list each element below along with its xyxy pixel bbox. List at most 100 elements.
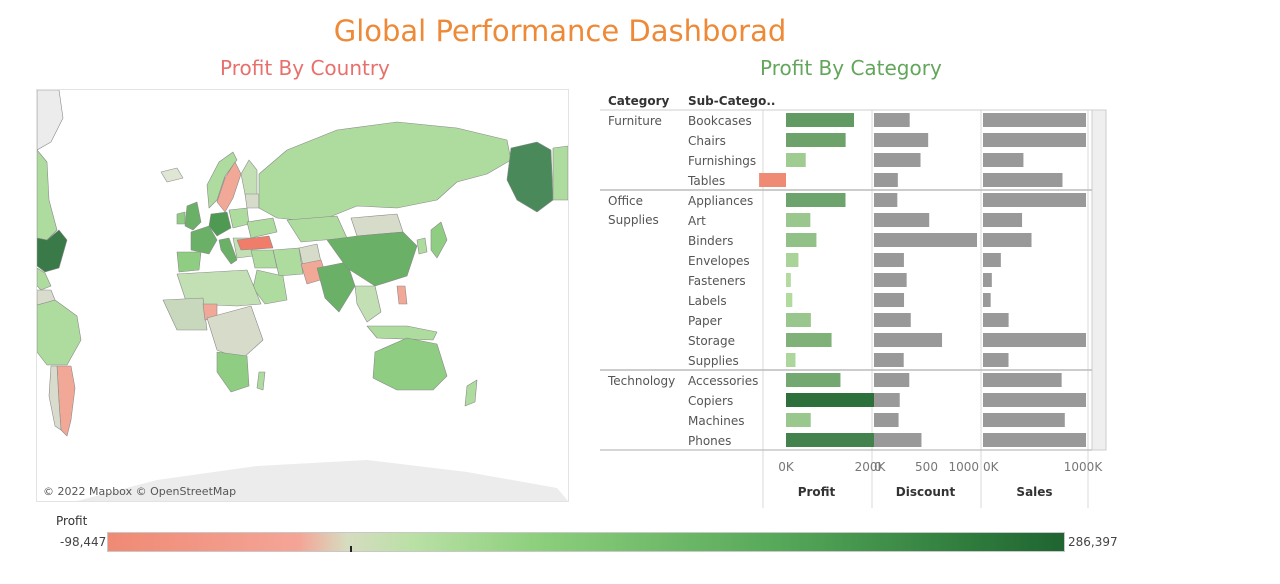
sales-bar	[983, 253, 1001, 267]
subcategory-label: Bookcases	[688, 114, 752, 128]
country-baltics	[244, 193, 260, 209]
country-west-africa	[162, 297, 208, 331]
sales-bar	[983, 233, 1032, 247]
sales-bar	[983, 413, 1065, 427]
subcategory-label: Storage	[688, 334, 735, 348]
country-saudi-arabia	[252, 269, 288, 305]
discount-bar	[874, 333, 943, 347]
subcategory-label: Accessories	[688, 374, 758, 388]
discount-bar	[874, 213, 930, 227]
country-turkey	[236, 235, 274, 251]
legend-zero-marker	[350, 546, 352, 552]
subcategory-label: Phones	[688, 434, 731, 448]
profit-bar	[786, 373, 841, 387]
profit-bar	[786, 333, 832, 347]
country-new-zealand	[464, 379, 478, 407]
category-label: Office	[608, 194, 643, 208]
region-antarctica	[77, 460, 568, 501]
subcategory-label: Paper	[688, 314, 722, 328]
profit-bar	[786, 233, 817, 247]
country-russia	[258, 121, 512, 221]
profit-bar	[786, 413, 811, 427]
subcategory-label: Binders	[688, 234, 733, 248]
sales-bar	[983, 113, 1086, 127]
discount-bar	[874, 273, 907, 287]
discount-bar	[874, 173, 898, 187]
discount-bar	[874, 393, 900, 407]
discount-bar	[874, 253, 904, 267]
profit-by-country-map[interactable]: © 2022 Mapbox © OpenStreetMap	[36, 89, 569, 502]
country-philippines	[396, 285, 408, 305]
country-southeast-asia	[354, 285, 382, 323]
sales-bar	[983, 393, 1086, 407]
sales-bar	[983, 333, 1086, 347]
subcategory-label: Copiers	[688, 394, 733, 408]
subcategory-label: Chairs	[688, 134, 726, 148]
map-attribution: © 2022 Mapbox © OpenStreetMap	[43, 485, 237, 498]
panel-title-discount: Discount	[896, 485, 956, 499]
sales-bar	[983, 433, 1086, 447]
discount-bar	[874, 313, 911, 327]
discount-axis-tick: 1000	[948, 460, 979, 474]
sales-bar	[983, 293, 991, 307]
profit-bar	[786, 393, 895, 407]
profit-color-legend	[107, 532, 1065, 552]
discount-bar	[874, 353, 904, 367]
country-colombia	[37, 289, 56, 306]
country-iran	[272, 247, 304, 277]
sales-bar	[983, 173, 1063, 187]
discount-axis-tick: 0	[874, 460, 882, 474]
country-spain	[176, 251, 202, 273]
country-central-africa	[206, 305, 264, 361]
country-alaska	[506, 141, 554, 213]
world-map[interactable]	[37, 90, 568, 501]
sales-bar	[983, 373, 1062, 387]
profit-bar	[786, 133, 846, 147]
sales-bar	[983, 193, 1086, 207]
sales-axis-tick: 1000K	[1064, 460, 1104, 474]
profit-bar	[759, 173, 786, 187]
profit-by-category-chart: Category Sub-Catego.. Furniture Bookcases Ch…	[600, 88, 1120, 512]
panel-title-sales: Sales	[1016, 485, 1052, 499]
country-usa	[37, 229, 68, 273]
legend-min-label: -98,447	[60, 535, 107, 549]
legend-max-label: 286,397	[1068, 535, 1118, 549]
country-chile	[48, 365, 62, 431]
sales-bar	[983, 353, 1009, 367]
sales-axis-tick: 0K	[983, 460, 1000, 474]
country-kazakhstan	[286, 215, 348, 243]
discount-axis-tick: 500	[915, 460, 938, 474]
country-poland	[228, 207, 250, 229]
subcategory-label: Labels	[688, 294, 727, 308]
discount-bar	[874, 113, 910, 127]
country-brazil	[37, 299, 82, 366]
subcategory-label: Furnishings	[688, 154, 756, 168]
profit-bar	[786, 193, 846, 207]
subcategory-label: Envelopes	[688, 254, 750, 268]
profit-bar	[786, 313, 811, 327]
category-bar-chart: Category Sub-Catego.. Furniture Bookcases Ch…	[600, 94, 1107, 508]
category-label: Technology	[607, 374, 675, 388]
sales-bar	[983, 133, 1086, 147]
discount-bar	[874, 193, 898, 207]
country-southern-africa	[216, 351, 250, 393]
country-iraq-syria	[250, 249, 278, 269]
country-canada	[37, 149, 58, 241]
country-italy	[218, 237, 238, 265]
header-subcategory: Sub-Catego..	[688, 94, 776, 108]
panel-title-profit: Profit	[798, 485, 836, 499]
dashboard-title: Global Performance Dashborad	[333, 14, 787, 48]
category-label: Supplies	[608, 213, 659, 227]
discount-bar	[874, 293, 905, 307]
country-greenland	[37, 90, 64, 151]
country-mexico	[37, 267, 52, 291]
country-france	[190, 225, 218, 255]
profit-bar	[786, 213, 811, 227]
profit-bar	[786, 293, 793, 307]
profit-bar	[786, 113, 854, 127]
country-iceland	[160, 167, 184, 183]
country-canada-east	[552, 145, 568, 201]
sales-bar	[983, 313, 1009, 327]
country-ukraine	[246, 217, 278, 239]
profit-bar	[786, 153, 806, 167]
